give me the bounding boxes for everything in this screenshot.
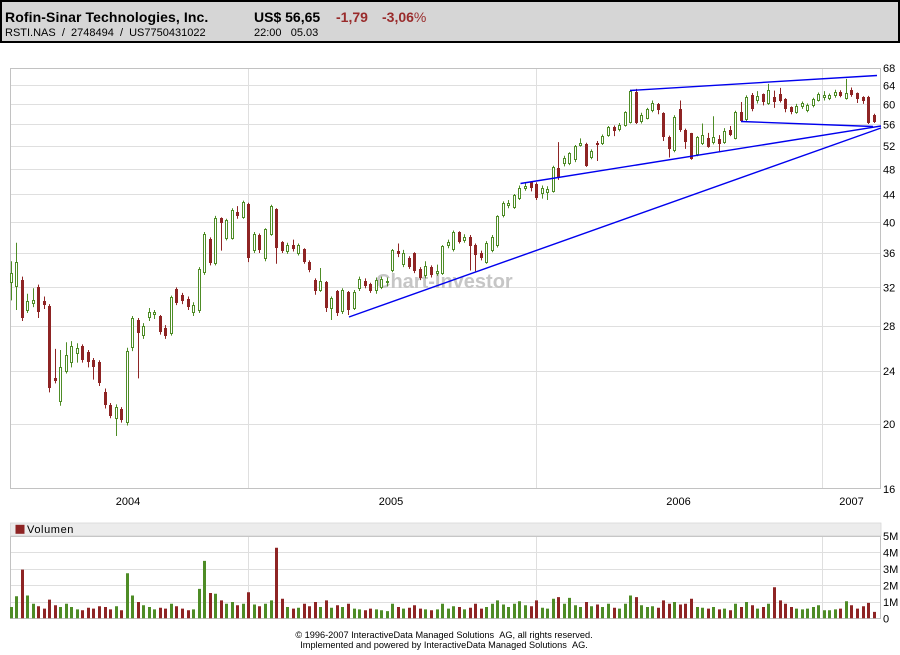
svg-text:2007: 2007 <box>839 496 863 508</box>
svg-text:2004: 2004 <box>116 496 140 508</box>
svg-text:Implemented and powered by Int: Implemented and powered by InteractiveDa… <box>300 640 588 650</box>
svg-text:28: 28 <box>883 321 895 333</box>
svg-text:2M: 2M <box>883 581 898 593</box>
svg-text:© 1996-2007 InteractiveData Ma: © 1996-2007 InteractiveData Managed Solu… <box>295 630 592 640</box>
svg-text:32: 32 <box>883 282 895 294</box>
svg-text:68: 68 <box>883 63 895 75</box>
svg-text:2005: 2005 <box>379 496 403 508</box>
svg-text:16: 16 <box>883 484 895 496</box>
svg-text:3M: 3M <box>883 564 898 576</box>
svg-text:56: 56 <box>883 120 895 132</box>
svg-text:52: 52 <box>883 141 895 153</box>
svg-text:Chart-Investor: Chart-Investor <box>376 271 513 293</box>
svg-text:Volumen: Volumen <box>27 524 74 536</box>
svg-text:36: 36 <box>883 248 895 260</box>
svg-text:48: 48 <box>883 164 895 176</box>
svg-text:20: 20 <box>883 419 895 431</box>
svg-text:0: 0 <box>883 614 889 626</box>
svg-text:44: 44 <box>883 190 895 202</box>
svg-text:64: 64 <box>883 81 895 93</box>
svg-text:1M: 1M <box>883 597 898 609</box>
svg-text:4M: 4M <box>883 548 898 560</box>
svg-text:40: 40 <box>883 217 895 229</box>
svg-text:2006: 2006 <box>666 496 690 508</box>
svg-text:24: 24 <box>883 366 895 378</box>
svg-text:5M: 5M <box>883 531 898 543</box>
svg-text:60: 60 <box>883 99 895 111</box>
